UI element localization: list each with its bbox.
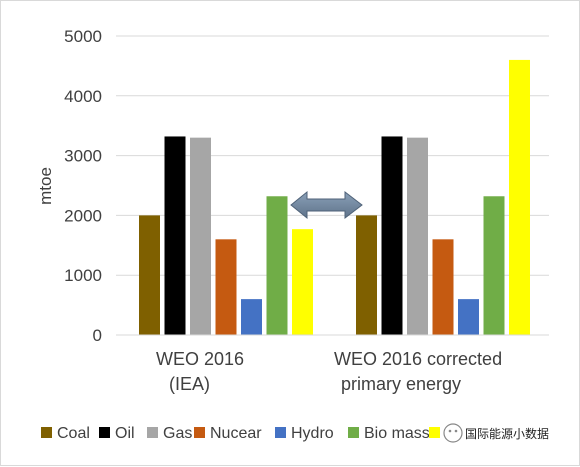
bar (432, 239, 454, 335)
y-tick-label: 3000 (64, 147, 102, 166)
wechat-icon-dot-right (454, 429, 458, 433)
wechat-icon (443, 423, 463, 443)
bar (190, 137, 211, 335)
category-labels: WEO 2016 (IEA) WEO 2016 corrected primary e… (156, 349, 502, 394)
y-tick-label: 5000 (64, 27, 102, 46)
y-tick-labels: 0 1000 2000 3000 4000 5000 (64, 27, 102, 345)
legend-label: Oil (115, 425, 135, 442)
category-label: WEO 2016 (156, 349, 244, 369)
gridlines (116, 35, 549, 276)
bar (164, 136, 186, 335)
y-tick-label: 4000 (64, 87, 102, 106)
legend-swatch (41, 427, 52, 438)
double-arrow-icon (290, 190, 363, 220)
y-tick-label: 2000 (64, 206, 102, 225)
legend-swatch (194, 427, 205, 438)
bar (139, 215, 160, 335)
legend-swatch (275, 427, 286, 438)
legend-swatch (99, 427, 110, 438)
wechat-icon-dot-left (448, 429, 452, 433)
bars (139, 59, 530, 336)
legend-swatch (147, 427, 158, 438)
legend-label: Bio mass (364, 425, 430, 442)
legend-label: Hydro (291, 425, 334, 442)
watermark-text: 国际能源小数据 (465, 426, 549, 441)
bar (292, 229, 313, 335)
legend-label: Gas (163, 425, 192, 442)
legend-label: Coal (57, 425, 90, 442)
bar (356, 215, 377, 335)
bar (381, 136, 403, 335)
bar (509, 59, 530, 336)
y-tick-label: 0 (93, 326, 102, 345)
legend-swatch (429, 427, 440, 438)
category-label: (IEA) (169, 374, 210, 394)
legend-swatch (348, 427, 359, 438)
category-label: WEO 2016 corrected (334, 349, 502, 369)
y-axis-title: mtoe (36, 167, 55, 205)
bar (458, 299, 479, 335)
bar (241, 299, 262, 335)
category-label: primary energy (341, 374, 461, 394)
bar (266, 196, 288, 335)
bar (407, 137, 428, 335)
legend: Coal Oil Gas Nucear Hydro Bio mass (41, 425, 440, 442)
bar (483, 196, 505, 335)
watermark: 国际能源小数据 (443, 423, 549, 443)
y-tick-label: 1000 (64, 266, 102, 285)
legend-label: Nucear (210, 425, 262, 442)
bar (215, 239, 237, 335)
